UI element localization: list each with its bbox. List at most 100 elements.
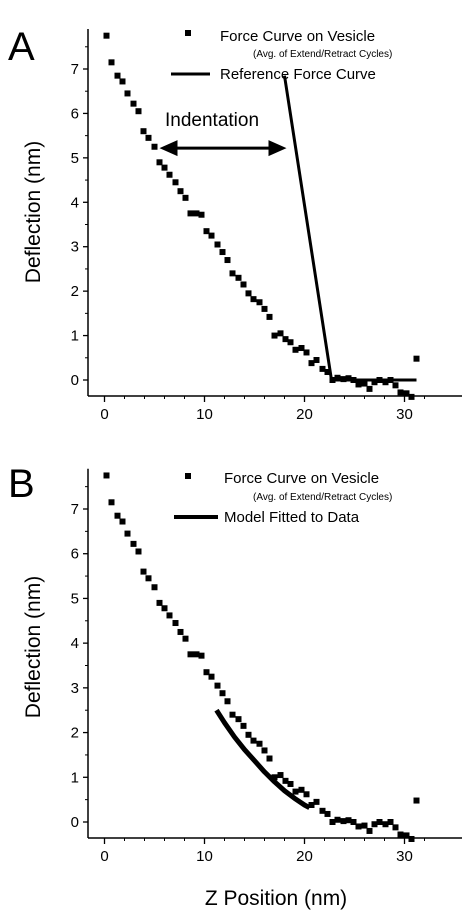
y-tick-label-b: 5: [71, 590, 79, 607]
data-point-a: [250, 296, 257, 303]
data-point-a: [277, 330, 284, 337]
data-point-a: [413, 355, 420, 362]
data-point-a: [371, 379, 378, 386]
data-point-a: [292, 346, 299, 353]
panel-a: A Deflection (nm) 0 1 2 3 4 5 6 7 0 10 20 30 Force …: [8, 25, 462, 423]
y-tick-label-b: 2: [71, 725, 79, 742]
model-fit-line: [214, 708, 311, 810]
x-tick-label-a: 30: [396, 406, 413, 423]
data-point-a: [208, 232, 215, 239]
data-point-b: [114, 512, 121, 519]
y-axis-title-b: Deflection (nm): [22, 576, 45, 718]
data-point-a: [392, 382, 399, 389]
panel-letter-a: A: [8, 25, 35, 69]
data-point-b: [319, 807, 326, 814]
data-point-a: [235, 274, 242, 281]
data-point-b: [240, 722, 247, 729]
data-point-b: [119, 518, 126, 525]
data-point-b: [277, 772, 284, 779]
indentation-label: Indentation: [165, 110, 259, 131]
data-point-a: [382, 379, 389, 386]
legend-b-square-marker: [185, 473, 191, 479]
data-point-a: [245, 290, 252, 297]
data-point-a: [308, 360, 315, 367]
data-point-b: [345, 817, 352, 824]
indentation-arrow-head-right: [268, 140, 287, 157]
y-tick-label-a: 3: [71, 239, 79, 256]
legend-b-entry-1: Force Curve on Vesicle: [224, 470, 379, 487]
data-point-b: [303, 791, 310, 798]
legend-a-entry-2: Reference Force Curve: [220, 66, 376, 83]
data-point-b: [124, 530, 131, 537]
data-point-b: [161, 605, 168, 612]
y-tick-label-b: 0: [71, 814, 79, 831]
data-point-a: [224, 257, 231, 264]
data-point-b: [198, 652, 205, 659]
axes-b: 0 1 2 3 4 5 6 7 0 10 20 30: [71, 468, 462, 865]
data-point-b: [261, 747, 268, 754]
x-tick-label-a: 0: [100, 406, 108, 423]
y-tick-label-a: 4: [71, 194, 79, 211]
y-tick-label-b: 4: [71, 635, 79, 652]
data-point-a: [240, 281, 247, 288]
y-tick-label-a: 6: [71, 105, 79, 122]
data-point-b: [177, 628, 184, 635]
y-tick-label-a: 0: [71, 372, 79, 389]
data-point-b: [219, 690, 226, 697]
data-point-b: [156, 599, 163, 606]
data-point-b: [313, 798, 320, 805]
data-point-b: [371, 821, 378, 828]
data-point-b: [182, 635, 189, 642]
data-point-b: [292, 788, 299, 795]
data-point-a: [355, 381, 362, 388]
y-tick-label-b: 6: [71, 546, 79, 563]
data-point-a: [140, 128, 147, 135]
y-tick-label-b: 3: [71, 680, 79, 697]
data-point-b: [224, 698, 231, 705]
data-point-b: [172, 620, 179, 627]
data-point-a: [156, 159, 163, 166]
data-point-b: [387, 819, 394, 825]
data-point-b: [140, 568, 147, 575]
data-point-a: [266, 313, 273, 320]
y-tick-label-a: 2: [71, 283, 79, 300]
data-point-a: [282, 336, 289, 343]
data-point-a: [219, 249, 226, 256]
data-point-b: [193, 651, 200, 658]
data-point-a: [403, 390, 410, 397]
data-point-b: [108, 499, 115, 506]
data-point-a: [161, 164, 168, 171]
y-tick-label-b: 7: [71, 501, 79, 518]
legend-a-square-marker: [185, 30, 191, 36]
indentation-arrow-head-left: [159, 140, 178, 157]
x-tick-label-a: 20: [296, 406, 313, 423]
data-point-b: [408, 835, 415, 842]
y-tick-label-a: 7: [71, 61, 79, 78]
marks-a: [103, 32, 420, 400]
legend-a: Force Curve on Vesicle (Avg. of Extend/R…: [171, 28, 392, 83]
data-point-a: [345, 375, 352, 382]
data-point-a: [124, 90, 131, 97]
data-point-a: [135, 108, 142, 115]
data-point-a: [287, 339, 294, 346]
data-point-b: [355, 823, 362, 830]
data-point-b: [130, 540, 137, 547]
data-point-b: [282, 777, 289, 784]
data-point-b: [334, 816, 341, 823]
x-tick-label-b: 30: [396, 848, 413, 865]
data-point-b: [151, 584, 158, 591]
data-point-a: [114, 72, 121, 79]
indentation-annotation: Indentation: [159, 110, 287, 157]
y-tick-label-b: 1: [71, 769, 79, 786]
data-point-a: [193, 210, 200, 217]
x-tick-label-b: 0: [100, 848, 108, 865]
data-point-b: [235, 716, 242, 723]
x-axis-title-b: Z Position (nm): [205, 887, 347, 910]
data-point-b: [329, 819, 336, 825]
data-point-b: [376, 819, 383, 825]
data-point-a: [319, 365, 326, 372]
panel-b: B Deflection (nm) Z Position (nm) 0 1 2 3 4 5…: [8, 462, 462, 910]
data-point-a: [119, 78, 126, 85]
axes-a: 0 1 2 3 4 5 6 7 0 10 20 30: [71, 29, 462, 423]
